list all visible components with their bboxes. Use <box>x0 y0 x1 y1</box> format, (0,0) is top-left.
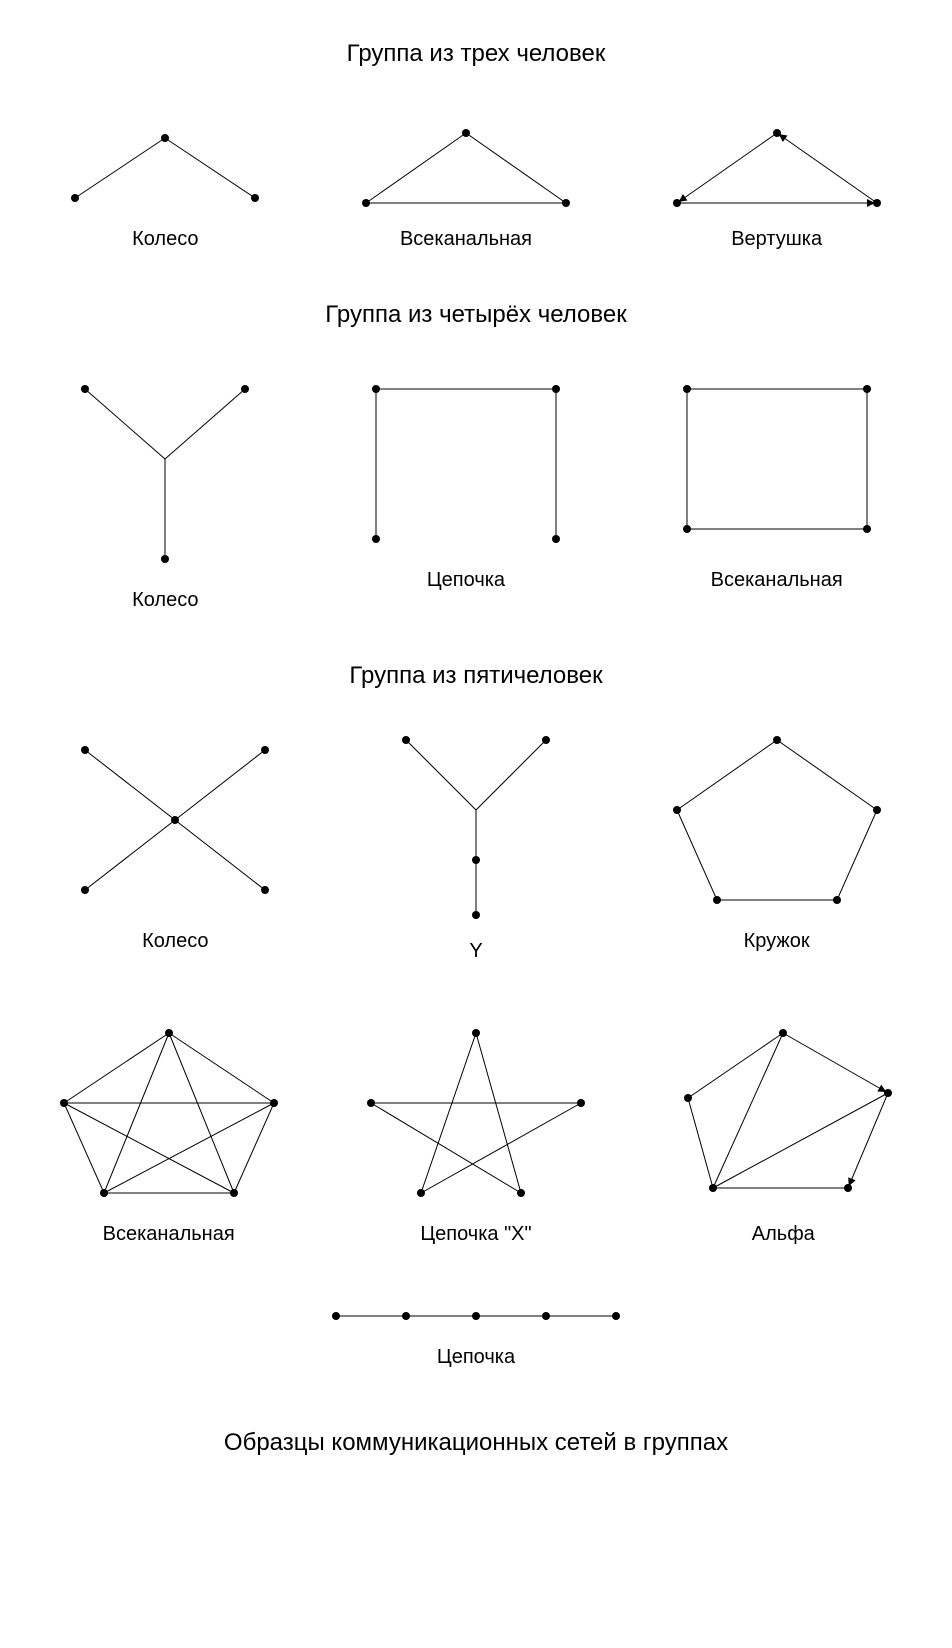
section-title: Группа из трех человек <box>20 40 932 68</box>
network-diagram <box>316 1296 636 1336</box>
diagram-label: Колесо <box>142 930 208 953</box>
diagram-row: Колесо Всеканальная Вертушка <box>20 98 932 251</box>
diagram-cell: Вертушка <box>647 98 907 251</box>
diagram-label: Всеканальная <box>400 228 532 251</box>
diagram-row: Колесо Y Кружок <box>20 720 932 963</box>
diagram-cell: Цепочка <box>316 1296 636 1369</box>
section-title: Группа из пятичеловек <box>20 662 932 690</box>
diagram-label: Колесо <box>132 589 198 612</box>
network-diagram <box>346 359 586 559</box>
diagram-page: Группа из трех человек Колесо Всеканальная… <box>20 40 932 1457</box>
diagram-cell: Всеканальная <box>49 1013 289 1246</box>
diagram-cell: Всеканальная <box>336 98 596 251</box>
network-diagram <box>45 98 285 218</box>
diagram-label: Вертушка <box>731 228 822 251</box>
network-diagram <box>647 98 907 218</box>
section-title: Группа из четырёх человек <box>20 301 932 329</box>
diagram-label: Цепочка "X" <box>420 1223 531 1246</box>
network-diagram <box>663 1013 903 1213</box>
diagram-cell: Y <box>366 720 586 963</box>
network-diagram <box>366 720 586 930</box>
diagram-cell: Кружок <box>657 720 897 963</box>
network-diagram <box>49 1013 289 1213</box>
diagram-label: Кружок <box>744 930 810 953</box>
diagram-label: Альфа <box>752 1223 815 1246</box>
network-diagram <box>55 720 295 920</box>
diagram-label: Цепочка <box>437 1346 515 1369</box>
diagram-cell: Колесо <box>55 720 295 963</box>
diagram-row: Цепочка <box>20 1296 932 1369</box>
diagram-cell: Колесо <box>45 98 285 251</box>
diagram-row: Колесо Цепочка Всеканальная <box>20 359 932 612</box>
diagram-label: Колесо <box>132 228 198 251</box>
diagram-cell: Цепочка "X" <box>346 1013 606 1246</box>
diagram-cell: Альфа <box>663 1013 903 1246</box>
network-diagram <box>657 359 897 559</box>
diagram-label: Всеканальная <box>711 569 843 592</box>
page-caption: Образцы коммуникационных сетей в группах <box>20 1429 932 1457</box>
network-diagram <box>657 720 897 920</box>
diagram-label: Y <box>469 940 482 963</box>
network-diagram <box>336 98 596 218</box>
diagram-cell: Цепочка <box>346 359 586 612</box>
diagram-cell: Всеканальная <box>657 359 897 612</box>
diagram-label: Цепочка <box>427 569 505 592</box>
diagram-label: Всеканальная <box>103 1223 235 1246</box>
diagram-row: Всеканальная Цепочка "X" Альфа <box>20 1013 932 1246</box>
network-diagram <box>55 359 275 579</box>
network-diagram <box>346 1013 606 1213</box>
diagram-cell: Колесо <box>55 359 275 612</box>
